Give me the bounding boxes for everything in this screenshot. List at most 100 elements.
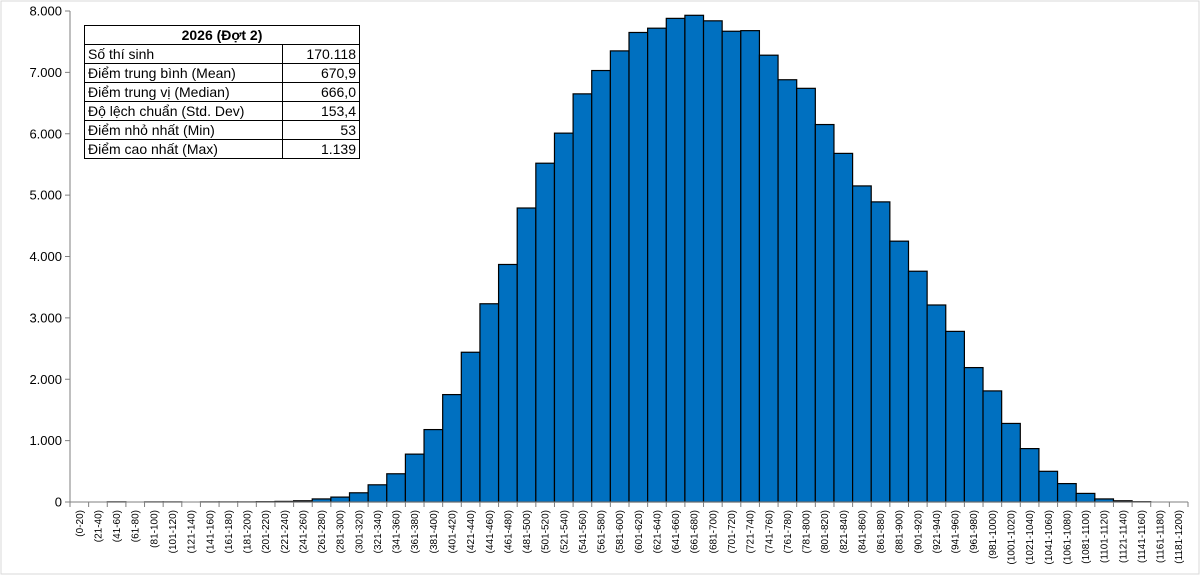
x-tick-label: (921-940)	[932, 510, 943, 553]
x-tick-label: (1081-1100)	[1081, 510, 1092, 564]
x-tick-label: (521-540)	[559, 510, 570, 553]
x-tick-label: (341-360)	[392, 510, 403, 553]
statistics-value: 53	[282, 120, 360, 140]
histogram-bar	[851, 185, 872, 503]
x-tick-label: (301-320)	[354, 510, 365, 553]
y-tick-label: 8.000	[29, 4, 62, 19]
x-tick-label: (201-220)	[261, 510, 272, 553]
x-tick-label: (461-480)	[503, 510, 514, 553]
x-tick-label: (1161-1180)	[1156, 510, 1167, 563]
histogram-bar	[777, 79, 798, 503]
statistics-row: Số thí sinh 170.118	[84, 44, 360, 64]
y-tick-label: 0	[55, 495, 62, 510]
histogram-bar	[404, 453, 425, 503]
statistics-table-title: 2026 (Đợt 2)	[84, 25, 360, 45]
x-tick-label: (321-340)	[373, 510, 384, 553]
histogram-bar	[423, 428, 444, 503]
x-tick-label: (41-60)	[112, 510, 123, 542]
histogram-bar	[348, 492, 369, 503]
histogram-bar	[386, 473, 406, 503]
x-tick-label: (381-400)	[429, 510, 440, 553]
statistics-table: 2026 (Đợt 2) Số thí sinh 170.118 Điểm trun…	[84, 25, 360, 159]
x-tick-label: (821-840)	[839, 510, 850, 553]
x-tick-label: (701-720)	[727, 510, 738, 553]
x-tick-label: (241-260)	[298, 510, 309, 553]
x-tick-label: (221-240)	[280, 510, 291, 553]
x-tick-label: (841-860)	[857, 510, 868, 553]
x-tick-label: (541-560)	[578, 510, 589, 553]
x-tick-label: (501-520)	[541, 510, 552, 553]
histogram-bar	[460, 351, 481, 503]
x-tick-label: (941-960)	[951, 510, 962, 553]
x-tick-label: (681-700)	[708, 510, 719, 553]
y-tick-label: 2.000	[29, 372, 62, 387]
statistics-row: Điểm trung bình (Mean) 670,9	[84, 63, 360, 83]
histogram-bar	[1056, 482, 1077, 503]
statistics-row: Độ lệch chuẩn (Std. Dev) 153,4	[84, 101, 360, 121]
x-tick-label: (761-780)	[783, 510, 794, 553]
x-tick-label: (1021-1040)	[1025, 510, 1036, 564]
histogram-bar	[479, 303, 500, 503]
histogram-bar	[814, 123, 835, 503]
statistics-row: Điểm nhỏ nhất (Min) 53	[84, 120, 360, 140]
x-tick-label: (1061-1080)	[1062, 510, 1073, 564]
histogram-bar	[1019, 448, 1040, 503]
statistics-row: Điểm cao nhất (Max) 1.139	[84, 139, 360, 159]
x-tick-label: (181-200)	[243, 510, 254, 553]
x-tick-label: (1041-1060)	[1044, 510, 1055, 564]
x-tick-label: (1141-1160)	[1137, 510, 1148, 563]
histogram-bar	[535, 162, 556, 503]
x-tick-label: (141-160)	[205, 510, 216, 553]
statistics-table-header: 2026 (Đợt 2)	[84, 25, 360, 45]
x-tick-label: (621-640)	[652, 510, 663, 553]
histogram-bar	[516, 207, 537, 503]
statistics-label: Số thí sinh	[84, 44, 283, 64]
histogram-bar	[684, 14, 705, 503]
y-tick-label: 1.000	[29, 433, 62, 448]
x-tick-label: (281-300)	[336, 510, 347, 553]
statistics-label: Điểm nhỏ nhất (Min)	[84, 120, 283, 140]
histogram-bar	[647, 27, 667, 503]
histogram-bar	[628, 31, 649, 503]
x-tick-label: (1101-1120)	[1100, 510, 1111, 563]
x-tick-label: (781-800)	[802, 510, 813, 553]
statistics-label: Độ lệch chuẩn (Std. Dev)	[84, 101, 283, 121]
y-tick-label: 4.000	[29, 249, 62, 264]
x-tick-label: (721-740)	[746, 510, 757, 553]
histogram-bar	[330, 496, 351, 503]
x-tick-label: (161-180)	[224, 510, 235, 553]
x-tick-label: (981-1000)	[988, 510, 999, 559]
statistics-label: Điểm trung bình (Mean)	[84, 63, 283, 83]
x-tick-label: (601-620)	[634, 510, 645, 553]
histogram-bar	[721, 30, 742, 503]
statistics-value: 666,0	[282, 82, 360, 102]
x-tick-label: (561-580)	[597, 510, 608, 553]
histogram-bar	[591, 69, 611, 503]
statistics-label: Điểm cao nhất (Max)	[84, 139, 283, 159]
x-tick-label: (741-760)	[764, 510, 775, 553]
y-tick-label: 7.000	[29, 65, 62, 80]
y-tick-label: 3.000	[29, 310, 62, 325]
x-tick-label: (901-920)	[913, 510, 924, 553]
histogram-bar	[870, 201, 891, 503]
x-tick-label: (881-900)	[895, 510, 906, 553]
statistics-value: 153,4	[282, 101, 360, 121]
x-tick-label: (1121-1140)	[1118, 510, 1129, 563]
histogram-bar	[665, 17, 686, 503]
histogram-bar	[758, 54, 779, 503]
y-tick-label: 6.000	[29, 126, 62, 141]
x-tick-label: (861-880)	[876, 510, 887, 553]
x-axis: (0-20) (21-40) (41-60) (61-80) (81-100) (101-…	[69, 501, 1189, 564]
histogram-bar	[982, 390, 1003, 503]
x-tick-label: (581-600)	[615, 510, 626, 553]
x-tick-label: (421-440)	[466, 510, 477, 553]
histogram-bar	[572, 93, 593, 503]
x-tick-label: (401-420)	[447, 510, 458, 553]
statistics-label: Điểm trung vị (Median)	[84, 82, 283, 102]
histogram-bar	[609, 50, 630, 503]
histogram-bar	[740, 30, 761, 503]
statistics-row: Điểm trung vị (Median) 666,0	[84, 82, 360, 102]
statistics-value: 170.118	[282, 44, 360, 64]
x-tick-label: (641-660)	[671, 510, 682, 553]
